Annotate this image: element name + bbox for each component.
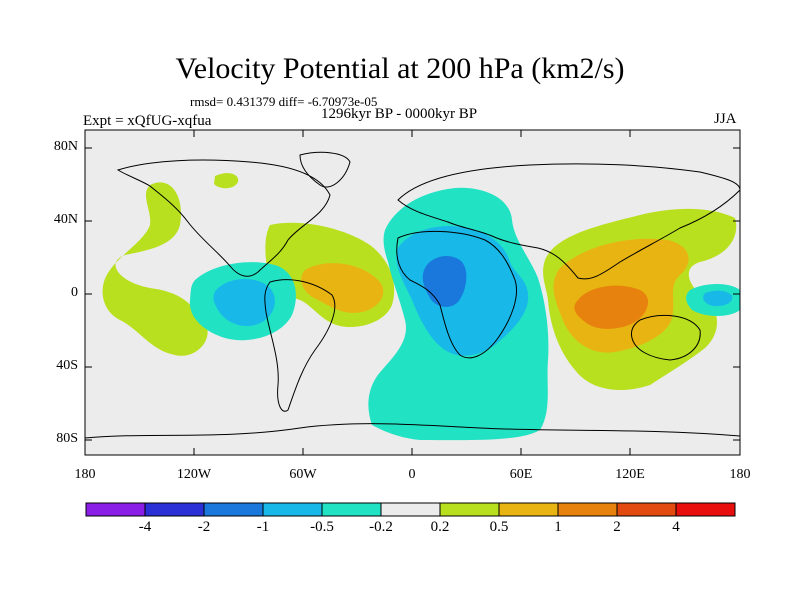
experiment-label: Expt = xQfUG-xqfua	[83, 113, 212, 129]
lon-label-60e: 60E	[509, 467, 533, 482]
colorbar-segment	[85, 502, 146, 517]
rmsd-diff-stats: rmsd= 0.431379 diff= -6.70973e-05	[190, 94, 378, 109]
lon-label-180e: 180	[729, 467, 751, 482]
colorbar-segment	[144, 502, 205, 517]
colorbar-segment	[262, 502, 323, 517]
lat-label-40n: 40N	[53, 212, 78, 227]
season-label: JJA	[714, 111, 737, 127]
lon-label-120e: 120E	[615, 467, 645, 482]
contour-neg-africa-core	[422, 256, 467, 307]
lat-label-80n: 80N	[53, 139, 78, 154]
lon-label-0: 0	[408, 467, 416, 482]
time-period: 1296kyr BP - 0000kyr BP	[321, 106, 478, 122]
contour-pos-arctic-patch	[214, 173, 239, 189]
colorbar-segment	[498, 502, 559, 517]
coast-africa	[396, 231, 517, 359]
colorbar	[85, 502, 736, 517]
contour-pos-atlantic-core	[301, 263, 384, 313]
colorbar-segment	[557, 502, 618, 517]
contour-neg-pacific-west-core	[213, 279, 275, 327]
colorbar-segment	[380, 502, 441, 517]
lon-label-60w: 60W	[289, 467, 317, 482]
colorbar-segment	[616, 502, 677, 517]
colorbar-label: 4	[672, 519, 680, 535]
colorbar-segment	[675, 502, 736, 517]
colorbar-label: 2	[613, 519, 621, 535]
coast-greenland	[299, 151, 351, 188]
coast-eurasia	[397, 163, 740, 280]
colorbar-label: -1	[256, 519, 270, 535]
axis-ticks	[85, 130, 740, 455]
colorbar-label: -0.2	[369, 519, 393, 535]
lon-label-120w: 120W	[176, 467, 212, 482]
colorbar-segment	[203, 502, 264, 517]
lat-label-eq: 0	[71, 285, 78, 300]
coast-australia	[631, 314, 701, 361]
coastlines	[85, 151, 740, 439]
colorbar-label: -2	[197, 519, 211, 535]
contour-neg-western-pacific-core	[703, 290, 733, 307]
colorbar-segment	[321, 502, 382, 517]
contour-pos-pacific-east	[102, 182, 208, 356]
colorbar-segment	[439, 502, 500, 517]
map-title: Velocity Potential at 200 hPa (km2/s)	[175, 52, 625, 85]
colorbar-label: 1	[554, 519, 562, 535]
contour-pos-indopacific-core	[574, 285, 649, 329]
coast-south-america	[264, 279, 336, 412]
colorbar-label: -4	[138, 519, 152, 535]
lat-label-80s: 80S	[56, 431, 78, 446]
lat-label-40s: 40S	[56, 358, 78, 373]
lon-label-180w: 180	[74, 467, 96, 482]
colorbar-label: 0.2	[430, 519, 450, 535]
colorbar-label: -0.5	[310, 519, 334, 535]
colorbar-label: 0.5	[489, 519, 509, 535]
coast-north-america	[116, 159, 331, 277]
coast-antarctica	[85, 423, 740, 439]
